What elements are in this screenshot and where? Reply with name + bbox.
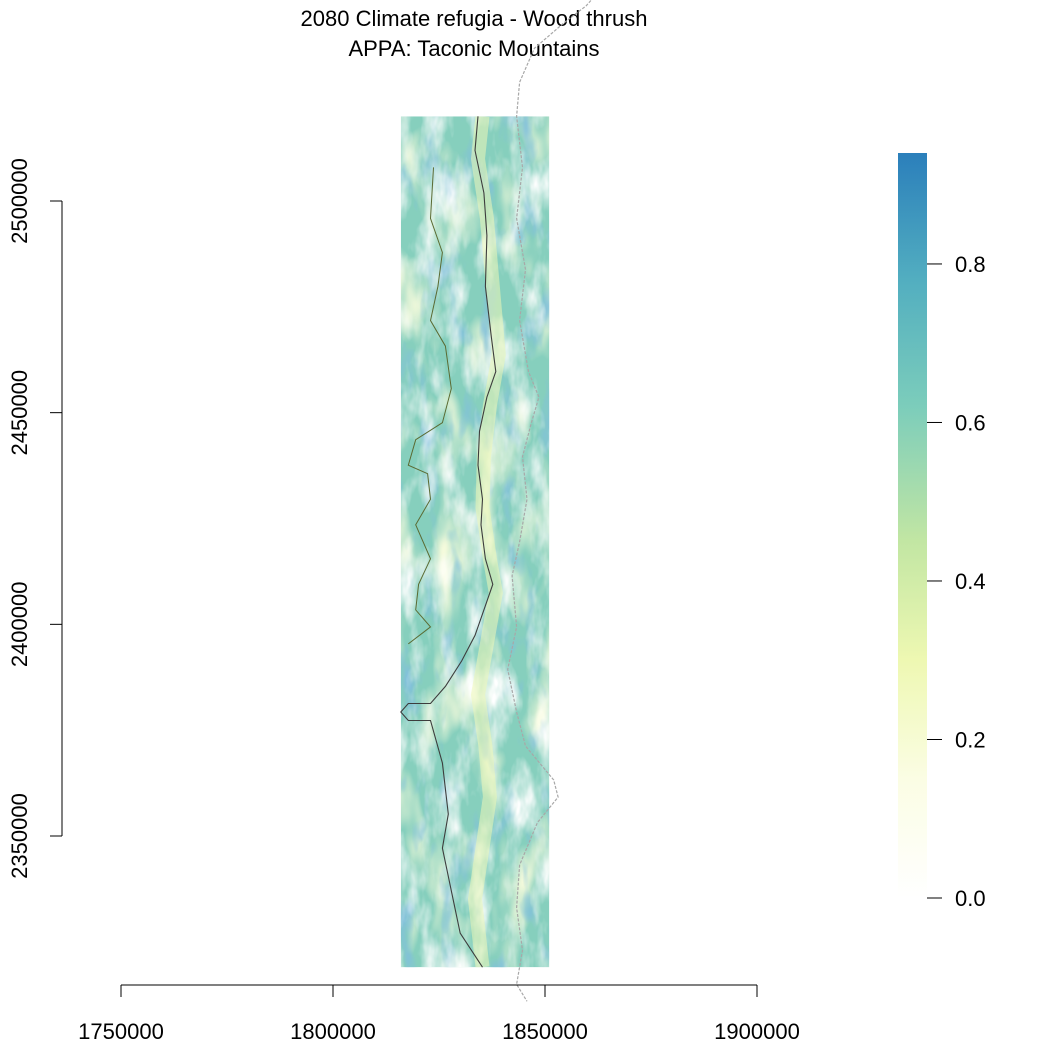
x-tick-label: 1750000 (78, 1019, 164, 1044)
x-tick-label: 1850000 (502, 1019, 588, 1044)
y-tick-label: 2350000 (7, 793, 32, 879)
x-tick-label: 1800000 (290, 1019, 376, 1044)
boundary-lines (400, 0, 593, 1002)
colorbar-legend: 0.0 0.2 0.4 0.6 0.8 (898, 153, 986, 911)
state-boundary-line (507, 0, 593, 1002)
colorbar-tick-label: 0.8 (955, 252, 986, 277)
title-line-1: 2080 Climate refugia - Wood thrush (301, 6, 648, 31)
raster-nodata-gaps (400, 116, 550, 968)
y-axis: 2350000 2400000 2450000 2500000 (7, 158, 63, 879)
colorbar-tick-label: 0.2 (955, 727, 986, 752)
colorbar-tick-label: 0.4 (955, 569, 986, 594)
colorbar-tick-label: 0.0 (955, 886, 986, 911)
refugia-raster (400, 116, 550, 968)
x-tick-label: 1900000 (714, 1019, 800, 1044)
valley-light-band (467, 116, 506, 968)
plot-title: 2080 Climate refugia - Wood thrush APPA:… (301, 6, 648, 61)
x-axis: 1750000 1800000 1850000 1900000 (78, 984, 800, 1044)
west-boundary-line (407, 167, 452, 645)
title-line-2: APPA: Taconic Mountains (348, 36, 599, 61)
appa-boundary-line (400, 116, 497, 968)
y-tick-label: 2450000 (7, 370, 32, 456)
colorbar-ticks: 0.0 0.2 0.4 0.6 0.8 (927, 252, 986, 911)
y-tick-label: 2400000 (7, 582, 32, 668)
y-tick-label: 2500000 (7, 158, 32, 244)
colorbar-tick-label: 0.6 (955, 410, 986, 435)
colorbar-ramp (898, 153, 927, 898)
